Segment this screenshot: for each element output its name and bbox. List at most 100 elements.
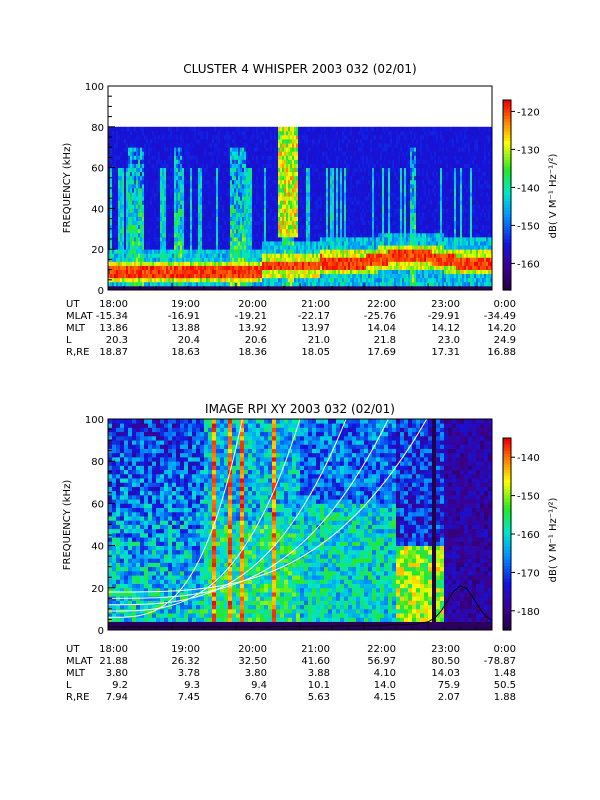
spectrogram-cell xyxy=(162,208,165,213)
spectrogram-cell xyxy=(124,220,127,226)
spectrogram-cell xyxy=(130,241,133,246)
spectrogram-cell xyxy=(186,245,189,250)
spectrogram-cell xyxy=(164,236,167,242)
spectrogram-cell xyxy=(176,216,179,222)
spectrogram-cell xyxy=(130,261,133,266)
spectrogram-cell xyxy=(146,265,149,270)
spectrogram-cell xyxy=(110,200,113,205)
spectrogram-cell xyxy=(160,236,163,242)
spectrogram-cell xyxy=(168,143,171,148)
spectrogram-cell xyxy=(148,220,151,226)
spectrogram-cell xyxy=(168,130,171,136)
spectrogram-cell xyxy=(190,228,193,234)
spectrogram-cell xyxy=(196,183,199,189)
spectrogram-cell xyxy=(142,285,145,291)
spectrogram-cell xyxy=(134,212,137,217)
spectrogram-cell xyxy=(146,220,149,226)
spectrogram-cell xyxy=(162,228,165,234)
spectrogram-cell xyxy=(196,220,199,226)
spectrogram-cell xyxy=(186,220,189,226)
spectrogram-cell xyxy=(138,204,141,209)
spectrogram-cell xyxy=(158,139,161,144)
spectrogram-cell xyxy=(132,188,135,193)
spectrogram-cell xyxy=(110,163,113,168)
spectrogram-cell xyxy=(164,179,167,185)
spectrogram-cell xyxy=(146,236,149,242)
spectrogram-cell xyxy=(120,220,123,226)
spectrogram-cell xyxy=(154,163,157,168)
spectrogram-cell xyxy=(128,220,131,226)
spectrogram-cell xyxy=(162,216,165,222)
spectrogram-cell xyxy=(136,253,139,258)
spectrogram-cell xyxy=(154,192,157,197)
spectrogram-cell xyxy=(122,261,125,266)
spectrogram-cell xyxy=(150,228,153,234)
spectrogram-cell xyxy=(176,126,179,132)
spectrogram-cell xyxy=(184,167,187,173)
spectrogram-cell xyxy=(130,151,133,156)
spectrogram-cell xyxy=(134,204,137,209)
spectrogram-cell xyxy=(146,208,149,213)
spectrogram-cell xyxy=(144,179,147,185)
spectrogram-cell xyxy=(126,155,129,160)
spectrogram-cell xyxy=(176,204,179,209)
spectrogram-cell xyxy=(134,134,137,140)
spectrogram-cell xyxy=(144,212,147,217)
spectrogram-cell xyxy=(170,261,173,266)
spectrogram-cell xyxy=(164,134,167,140)
spectrogram-cell xyxy=(112,232,115,238)
spectrogram-cell xyxy=(144,273,147,279)
spectrogram-cell xyxy=(148,171,151,177)
spectrogram-cell xyxy=(200,188,203,193)
spectrogram-cell xyxy=(146,232,149,238)
spectrogram-cell xyxy=(144,155,147,160)
spectrogram-cell xyxy=(172,151,175,156)
spectrogram-cell xyxy=(166,188,169,193)
spectrogram-cell xyxy=(186,232,189,238)
spectrogram-cell xyxy=(128,200,131,205)
spectrogram-cell xyxy=(200,249,203,254)
spectrogram-cell xyxy=(126,281,129,287)
spectrogram-cell xyxy=(114,143,117,148)
spectrogram-cell xyxy=(138,163,141,168)
spectrogram-cell xyxy=(122,204,125,209)
spectrogram-cell xyxy=(194,134,197,140)
spectrogram-cell xyxy=(158,204,161,209)
spectrogram-cell xyxy=(124,273,127,279)
spectrogram-cell xyxy=(132,159,135,164)
spectrogram-cell xyxy=(166,285,169,291)
spectrogram-cell xyxy=(178,216,181,222)
spectrogram-cell xyxy=(132,269,135,275)
spectrogram-cell xyxy=(114,232,117,238)
spectrogram-cell xyxy=(188,139,191,144)
spectrogram-cell xyxy=(158,220,161,226)
spectrogram-cell xyxy=(126,143,129,148)
spectrogram-cell xyxy=(196,261,199,266)
spectrogram-cell xyxy=(166,130,169,136)
spectrogram-cell xyxy=(142,224,145,230)
spectrogram-cell xyxy=(190,204,193,209)
spectrogram-cell xyxy=(160,167,163,173)
spectrogram-cell xyxy=(172,216,175,222)
spectrogram-cell xyxy=(178,196,181,201)
spectrogram-cell xyxy=(184,143,187,148)
spectrogram-cell xyxy=(122,273,125,279)
spectrogram-cell xyxy=(162,245,165,250)
spectrogram-cell xyxy=(184,220,187,226)
spectrogram-cell xyxy=(174,204,177,209)
spectrogram-cell xyxy=(118,151,121,156)
spectrogram-cell xyxy=(142,236,145,242)
spectrogram-cell xyxy=(170,179,173,185)
spectrogram-cell xyxy=(148,151,151,156)
spectrogram-cell xyxy=(130,171,133,177)
spectrogram-cell xyxy=(116,200,119,205)
spectrogram-cell xyxy=(120,188,123,193)
spectrogram-cell xyxy=(200,220,203,226)
spectrogram-cell xyxy=(168,208,171,213)
spectrogram-cell xyxy=(158,269,161,275)
spectrogram-cell xyxy=(198,228,201,234)
spectrogram-cell xyxy=(150,281,153,287)
spectrogram-cell xyxy=(198,245,201,250)
spectrogram-cell xyxy=(172,232,175,238)
spectrogram-cell xyxy=(112,167,115,173)
